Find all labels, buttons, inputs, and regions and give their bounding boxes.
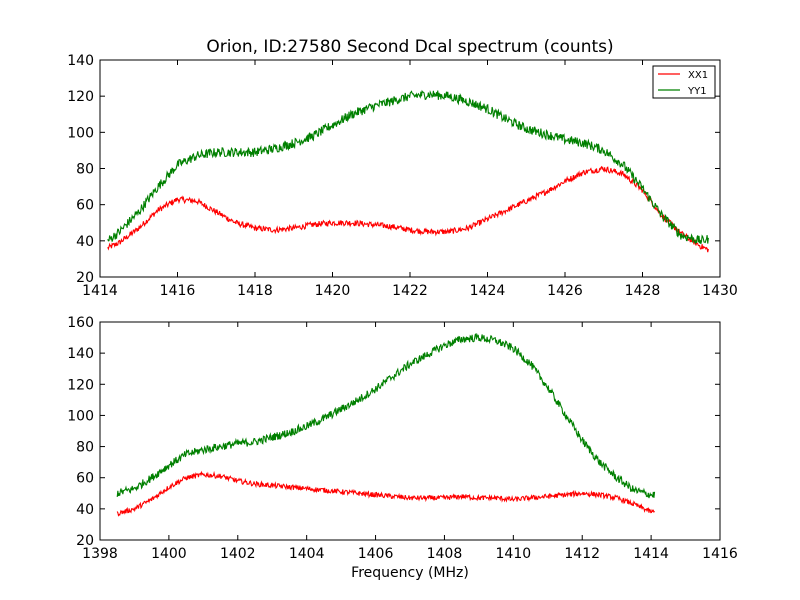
x-tick-label: 1406 (358, 546, 394, 562)
x-tick-label: 1414 (633, 546, 669, 562)
top-spectrum-plot: Orion, ID:27580 Second Dcal spectrum (co… (67, 37, 738, 299)
y-tick-label: 40 (76, 502, 94, 518)
legend-label-yy1: YY1 (687, 86, 707, 97)
y-tick-label: 100 (67, 125, 94, 141)
x-tick-label: 1416 (702, 546, 738, 562)
y-tick-label: 20 (76, 270, 94, 286)
x-tick-label: 1408 (427, 546, 463, 562)
y-tick-label: 120 (67, 89, 94, 105)
x-tick-label: 1402 (220, 546, 256, 562)
series-line-series-2 (116, 332, 656, 499)
plot-frame (99, 321, 721, 541)
y-tick-label: 120 (67, 377, 94, 393)
legend-box (652, 65, 716, 99)
x-tick-label: 1412 (564, 546, 600, 562)
x-tick-label: 1400 (151, 546, 187, 562)
x-tick-label: 1428 (625, 283, 661, 299)
y-tick-label: 60 (76, 471, 94, 487)
x-tick-label: 1414 (82, 283, 118, 299)
x-tick-label: 1398 (82, 546, 118, 562)
x-axis-label: Frequency (MHz) (351, 565, 469, 581)
y-tick-label: 80 (76, 440, 94, 456)
bottom-spectrum-plot: 1398 1400 1402 1404 1406 1408 1410 1412 1414 1416… (67, 315, 738, 581)
x-tick-label: 1424 (470, 283, 506, 299)
x-tick-label: 1422 (392, 283, 428, 299)
y-tick-label: 140 (67, 53, 94, 69)
top-plot-lines (107, 89, 709, 253)
bottom-plot-lines (116, 332, 656, 517)
legend: XX1 YY1 (652, 65, 716, 99)
x-tick-label: 1430 (702, 283, 738, 299)
chart-title: Orion, ID:27580 Second Dcal spectrum (co… (206, 37, 613, 57)
y-tick-label: 160 (67, 315, 94, 331)
legend-label-xx1: XX1 (688, 70, 708, 81)
top-plot-axes: 1414 1416 1418 1420 1422 1424 1426 1428 1430 20 40… (67, 53, 738, 299)
bottom-plot-axes: 1398 1400 1402 1404 1406 1408 1410 1412 1414 1416… (67, 315, 738, 562)
series-line-yy1 (107, 89, 709, 245)
series-line-xx1 (107, 165, 709, 253)
series-line-series-1 (116, 470, 655, 517)
x-tick-label: 1416 (160, 283, 196, 299)
x-tick-label: 1418 (237, 283, 273, 299)
y-tick-label: 100 (67, 408, 94, 424)
y-tick-label: 60 (76, 198, 94, 214)
y-tick-label: 140 (67, 346, 94, 362)
x-tick-label: 1410 (496, 546, 532, 562)
x-tick-label: 1404 (289, 546, 325, 562)
y-tick-label: 40 (76, 234, 94, 250)
y-tick-label: 80 (76, 162, 94, 178)
x-tick-label: 1420 (315, 283, 351, 299)
y-tick-label: 20 (76, 533, 94, 549)
x-tick-label: 1426 (547, 283, 583, 299)
